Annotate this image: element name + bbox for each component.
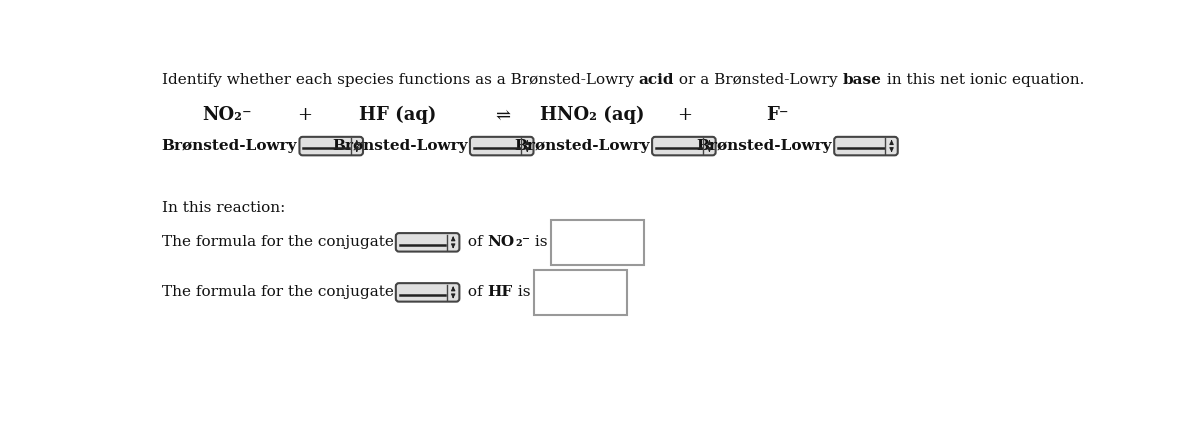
Text: Brønsted-Lowry: Brønsted-Lowry [515,139,649,153]
Text: of: of [463,235,487,249]
Text: HF: HF [487,285,514,299]
Text: F⁻: F⁻ [767,106,790,124]
Text: Brønsted-Lowry: Brønsted-Lowry [332,139,468,153]
Text: +: + [677,106,692,124]
Text: The formula for the conjugate: The formula for the conjugate [162,235,394,249]
Text: +: + [298,106,312,124]
Text: Brønsted-Lowry: Brønsted-Lowry [162,139,298,153]
Text: base: base [842,73,882,87]
Text: Brønsted-Lowry: Brønsted-Lowry [696,139,832,153]
Text: ⇌: ⇌ [496,106,510,124]
FancyBboxPatch shape [396,233,460,251]
FancyBboxPatch shape [534,270,628,315]
FancyBboxPatch shape [300,137,364,155]
FancyBboxPatch shape [396,283,460,302]
Text: In this reaction:: In this reaction: [162,201,286,215]
Text: is: is [529,235,547,249]
FancyBboxPatch shape [834,137,898,155]
Text: HF (aq): HF (aq) [359,106,437,124]
Text: Identify whether each species functions as a Brønsted-Lowry: Identify whether each species functions … [162,73,638,87]
Text: is: is [514,285,530,299]
Text: The formula for the conjugate: The formula for the conjugate [162,285,394,299]
FancyBboxPatch shape [551,220,644,265]
Text: acid: acid [638,73,674,87]
Text: or a Brønsted-Lowry: or a Brønsted-Lowry [674,73,842,87]
Text: HNO₂ (aq): HNO₂ (aq) [540,106,644,124]
FancyBboxPatch shape [470,137,534,155]
Text: NO: NO [487,235,515,249]
Text: of: of [463,285,487,299]
FancyBboxPatch shape [652,137,715,155]
Text: ₂: ₂ [515,235,522,249]
Text: in this net ionic equation.: in this net ionic equation. [882,73,1084,87]
Text: ⁻: ⁻ [522,235,529,249]
Text: NO₂⁻: NO₂⁻ [203,106,252,124]
